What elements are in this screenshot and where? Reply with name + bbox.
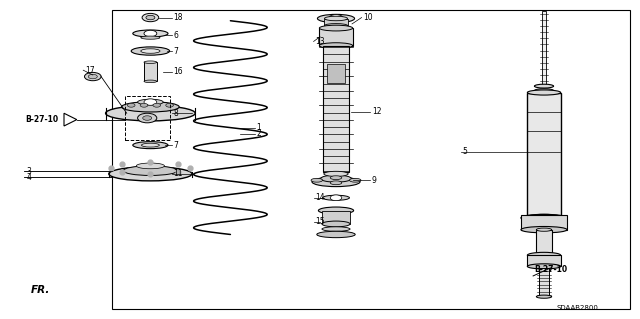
Ellipse shape [138,99,163,105]
Ellipse shape [141,143,159,147]
Ellipse shape [144,80,157,83]
Ellipse shape [534,84,554,88]
Text: B-27-10: B-27-10 [534,265,568,274]
Text: 11: 11 [173,169,183,178]
Ellipse shape [122,102,179,112]
Text: FR.: FR. [31,285,50,295]
Text: B-27-10: B-27-10 [26,115,59,124]
Ellipse shape [527,90,561,95]
Bar [144,62,157,81]
Ellipse shape [324,16,348,21]
Bar [521,215,567,230]
Ellipse shape [311,178,323,182]
Text: 12: 12 [372,107,381,116]
Bar [125,96,170,140]
Ellipse shape [321,175,351,182]
Text: 8: 8 [173,109,178,118]
Text: 6: 6 [173,31,179,40]
Ellipse shape [324,24,348,27]
Text: 18: 18 [173,13,183,22]
Text: 4: 4 [26,173,31,182]
Ellipse shape [141,49,160,53]
Circle shape [144,30,157,37]
Ellipse shape [322,227,350,231]
Ellipse shape [536,254,552,257]
Ellipse shape [317,14,355,23]
Circle shape [138,113,157,123]
Bar [536,230,552,255]
Ellipse shape [330,176,342,180]
Polygon shape [64,113,77,126]
Circle shape [144,99,157,105]
Ellipse shape [527,252,561,258]
Ellipse shape [521,226,567,233]
Bar [323,46,349,172]
Circle shape [153,103,161,107]
Ellipse shape [536,295,552,298]
Text: 16: 16 [173,67,183,76]
Ellipse shape [319,25,353,31]
Text: 13: 13 [316,37,325,46]
Ellipse shape [330,181,342,185]
Text: 2: 2 [257,130,261,138]
Bar [327,64,345,83]
Ellipse shape [521,214,567,221]
Ellipse shape [123,166,177,175]
Ellipse shape [536,228,552,231]
Circle shape [88,74,97,79]
Text: 3: 3 [26,167,31,176]
Ellipse shape [133,142,168,149]
Ellipse shape [323,195,349,200]
Bar [527,255,561,266]
Text: 9: 9 [372,176,377,185]
Circle shape [142,13,159,22]
Text: 1: 1 [257,123,261,132]
Circle shape [330,195,342,201]
Bar [322,211,350,224]
Text: 15: 15 [316,217,325,226]
Ellipse shape [322,221,350,227]
Ellipse shape [144,61,157,63]
Ellipse shape [106,106,195,121]
Text: 7: 7 [173,47,179,56]
Ellipse shape [133,30,168,37]
Bar [112,10,630,309]
Ellipse shape [109,167,192,181]
Ellipse shape [349,178,361,182]
Bar [527,93,561,217]
Ellipse shape [324,171,348,176]
Bar [539,268,549,297]
Text: 7: 7 [173,141,179,150]
Bar [319,28,353,46]
Text: 5: 5 [463,147,468,156]
Ellipse shape [534,89,554,93]
Ellipse shape [527,214,561,219]
Text: SDAAB2800: SDAAB2800 [557,305,598,311]
Ellipse shape [317,231,355,238]
Ellipse shape [131,47,170,55]
Circle shape [146,15,155,20]
Ellipse shape [312,177,360,187]
Text: 14: 14 [316,193,325,202]
Ellipse shape [141,36,160,39]
Ellipse shape [527,264,561,269]
Circle shape [143,116,152,120]
Ellipse shape [319,207,354,214]
Ellipse shape [319,43,353,48]
Text: 10: 10 [364,13,373,22]
Circle shape [140,103,148,107]
Circle shape [84,72,101,81]
Bar [542,11,546,86]
Text: 17: 17 [85,66,95,75]
Circle shape [127,103,135,107]
Ellipse shape [136,163,164,169]
Bar [324,19,348,26]
Circle shape [328,15,344,22]
Circle shape [166,103,173,107]
